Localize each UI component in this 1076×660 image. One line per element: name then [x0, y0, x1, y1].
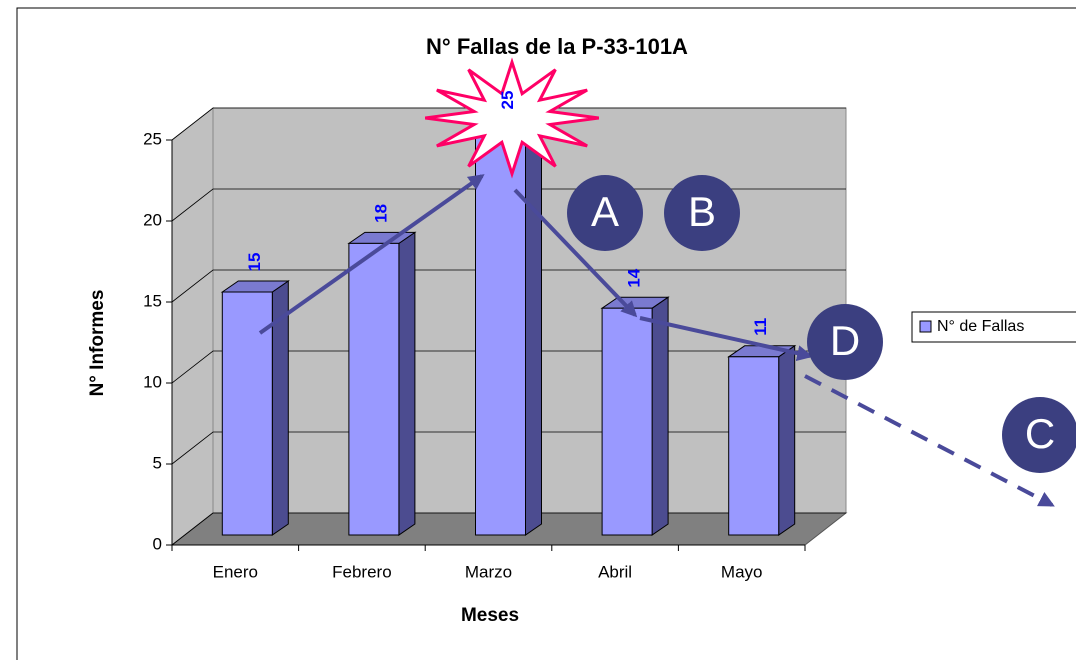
y-tick-label: 20	[143, 210, 162, 229]
bar	[348, 242, 400, 536]
bar-side	[398, 231, 416, 536]
x-tick-label: Febrero	[332, 562, 392, 581]
value-label: 18	[371, 204, 390, 223]
annotation-label: C	[1025, 410, 1055, 457]
arrow	[639, 316, 814, 362]
value-label: 11	[751, 318, 770, 336]
value-label: 25	[498, 91, 517, 110]
annotation-label: B	[688, 188, 716, 235]
y-tick-label: 5	[153, 453, 162, 472]
annotations-layer: 15 18 25 14 11	[245, 91, 770, 336]
legend-swatch	[919, 320, 932, 333]
y-tick-label: 10	[143, 372, 162, 391]
annotation-circle	[664, 175, 740, 251]
y-tick-label: 25	[143, 129, 162, 148]
y-tick-label: 0	[153, 534, 162, 553]
bar-side	[778, 344, 796, 536]
y-axis-label: N° Informes	[87, 290, 108, 397]
annotation-circle	[567, 175, 643, 251]
annotation-label: A	[591, 188, 619, 235]
x-axis-label: Meses	[461, 605, 519, 626]
arrow	[513, 188, 638, 318]
grid-line	[171, 107, 846, 141]
arrow	[258, 174, 485, 335]
grid-line	[171, 188, 846, 222]
value-label: 14	[625, 268, 644, 287]
plot-area: 0 5 10 15 20 25 Enero Febrero Marzo Abril Mayo	[143, 106, 848, 581]
side-wall	[171, 106, 214, 547]
annotation-label: D	[830, 317, 860, 364]
x-tick-label: Enero	[213, 562, 258, 581]
legend-label: N° de Fallas	[937, 318, 1024, 335]
y-tick-label: 15	[143, 291, 162, 310]
legend-box	[911, 311, 1076, 343]
bar-side	[651, 296, 669, 536]
bar	[601, 307, 653, 536]
x-tick-label: Marzo	[465, 562, 512, 581]
starburst	[425, 57, 599, 179]
grid-line	[171, 269, 846, 303]
annotation-circle	[1002, 397, 1076, 473]
annotation-circle	[807, 304, 883, 380]
bar-side	[525, 118, 542, 536]
value-label: 15	[245, 253, 264, 272]
arrow	[804, 374, 1055, 507]
x-tick-label: Abril	[598, 562, 632, 581]
legend: N° de Fallas	[911, 311, 1076, 343]
chart-title: N° Fallas de la P-33-101A	[426, 34, 688, 59]
x-tick-label: Mayo	[721, 562, 763, 581]
bar	[728, 356, 780, 536]
